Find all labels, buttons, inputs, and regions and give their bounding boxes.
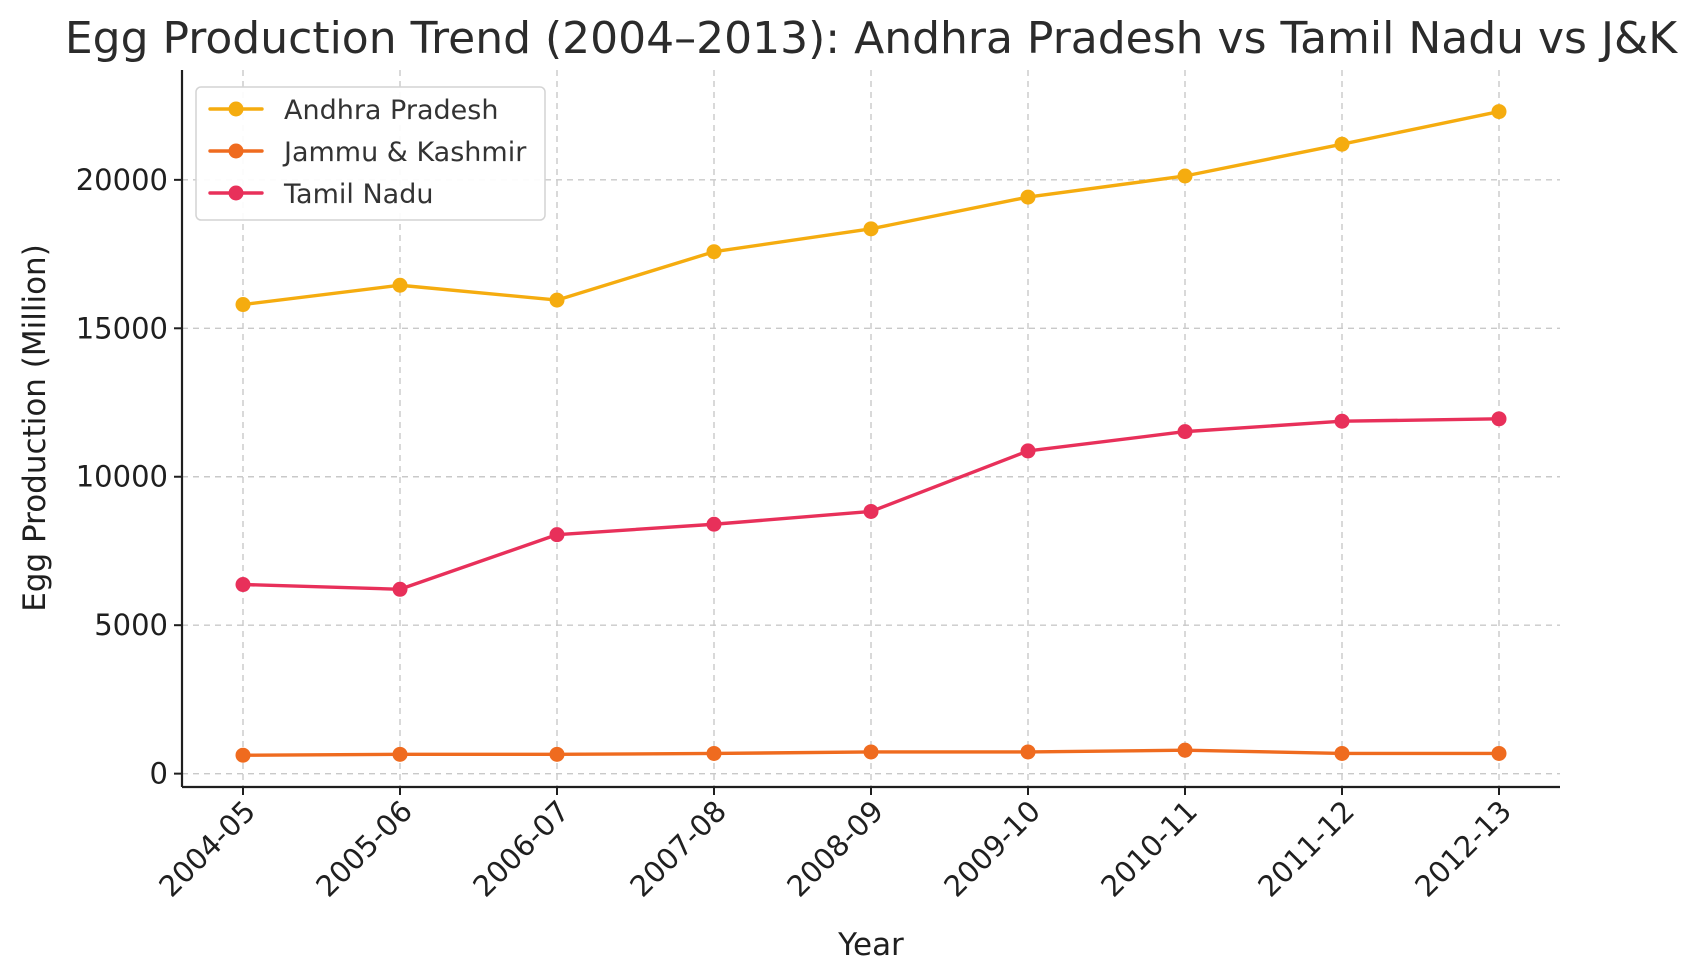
x-tick-label: 2010-11 <box>1094 794 1204 904</box>
data-point <box>1020 744 1036 760</box>
grid <box>182 70 1560 787</box>
data-point <box>1020 189 1036 205</box>
legend-item-andhra-pradesh: Andhra Pradesh <box>208 95 498 126</box>
y-tick-label: 0 <box>150 757 168 791</box>
legend: Andhra Pradesh Jammu & Kashmir Tamil Nadu <box>195 86 546 221</box>
data-point <box>1177 742 1193 758</box>
data-point <box>863 744 879 760</box>
x-tick-label: 2005-06 <box>309 794 419 904</box>
y-tick-label: 20000 <box>76 163 168 197</box>
y-tick-label: 5000 <box>94 608 168 642</box>
data-point <box>235 297 251 313</box>
y-tick-label: 10000 <box>76 460 168 494</box>
data-point <box>392 746 408 762</box>
legend-box <box>195 86 546 221</box>
legend-label: Andhra Pradesh <box>284 95 498 126</box>
data-point <box>1177 168 1193 184</box>
series-tamil-nadu <box>235 411 1507 597</box>
x-tick-label: 2011-12 <box>1251 794 1361 904</box>
y-tick-label: 15000 <box>76 311 168 345</box>
x-tick-label: 2004-05 <box>152 794 262 904</box>
data-point <box>1491 104 1507 120</box>
x-axis-label: Year <box>837 927 904 963</box>
legend-marker <box>228 101 244 117</box>
series-lines <box>235 104 1507 763</box>
legend-item-jammu-kashmir: Jammu & Kashmir <box>208 137 527 168</box>
data-point <box>1177 424 1193 440</box>
data-point <box>706 244 722 260</box>
data-point <box>863 503 879 519</box>
data-point <box>706 516 722 532</box>
x-tick-label: 2009-10 <box>937 794 1047 904</box>
y-axis-label: Egg Production (Million) <box>17 244 53 612</box>
data-point <box>235 577 251 593</box>
x-tick-label: 2012-13 <box>1408 794 1518 904</box>
x-tick-label: 2008-09 <box>780 794 890 904</box>
data-point <box>863 221 879 237</box>
legend-label: Tamil Nadu <box>283 179 433 210</box>
data-point <box>392 277 408 293</box>
data-point <box>1491 411 1507 427</box>
data-point <box>1334 745 1350 761</box>
chart-title: Egg Production Trend (2004–2013): Andhra… <box>65 13 1678 64</box>
data-point <box>1491 745 1507 761</box>
data-point <box>1334 136 1350 152</box>
data-point <box>549 527 565 543</box>
data-point <box>235 747 251 763</box>
legend-marker <box>228 185 244 201</box>
data-point <box>1334 413 1350 429</box>
data-point <box>706 745 722 761</box>
data-point <box>392 581 408 597</box>
legend-marker <box>228 143 244 159</box>
x-tick-label: 2007-08 <box>623 794 733 904</box>
data-point <box>1020 443 1036 459</box>
x-tick-label: 2006-07 <box>466 794 576 904</box>
series-jammu-kashmir <box>235 742 1507 763</box>
series-andhra-pradesh <box>235 104 1507 313</box>
data-point <box>549 292 565 308</box>
data-point <box>549 746 565 762</box>
legend-label: Jammu & Kashmir <box>282 137 527 168</box>
legend-item-tamil-nadu: Tamil Nadu <box>208 179 433 210</box>
